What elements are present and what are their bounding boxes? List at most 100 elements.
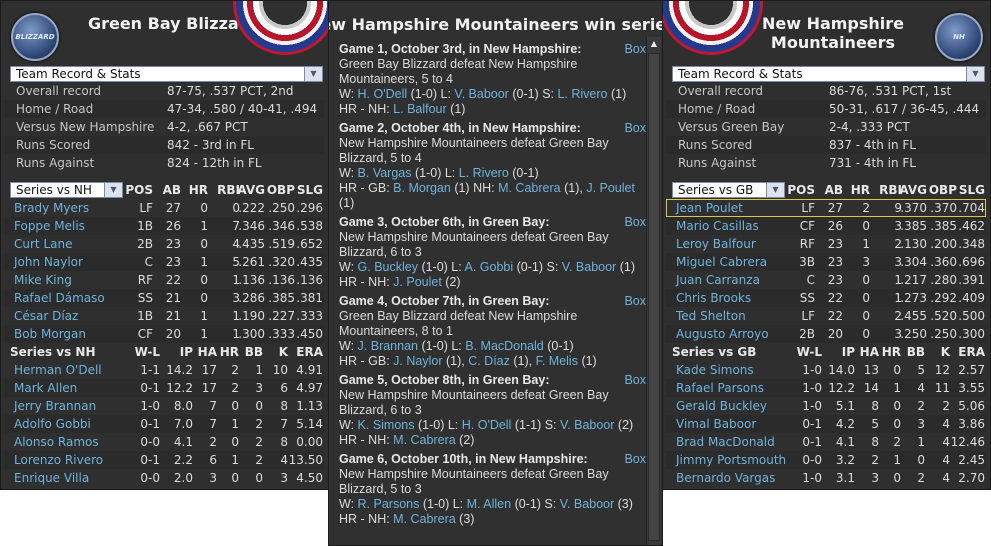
player-name-link[interactable]: John Naylor	[14, 255, 83, 269]
column-header[interactable]: OBP	[928, 183, 957, 197]
player-link[interactable]: M. Cabrera	[393, 512, 456, 526]
pitcher-row[interactable]: Jerry Brannan 1-0 8.0 7 0 0 8 1.13	[4, 397, 324, 415]
pitcher-row[interactable]: Jimmy Portsmouth 0-0 3.2 2 1 0 4 2.45	[666, 451, 986, 469]
column-header[interactable]: BB	[906, 345, 925, 359]
batter-row[interactable]: Bob Morgan CF 20 1 1.300.333.450	[4, 325, 324, 343]
chevron-down-icon[interactable]: ▼	[766, 183, 784, 197]
chevron-down-icon[interactable]: ▼	[104, 183, 122, 197]
column-header[interactable]: IP	[179, 345, 193, 359]
player-link[interactable]: L. Rivero	[557, 87, 608, 101]
player-link[interactable]: M. Cabrera	[498, 181, 561, 195]
player-link[interactable]: C. Díaz	[468, 354, 510, 368]
chevron-down-icon[interactable]: ▼	[304, 67, 322, 81]
column-header[interactable]: AB	[162, 183, 181, 197]
player-link[interactable]: V. Baboor	[561, 260, 617, 274]
player-name-link[interactable]: Ted Shelton	[676, 309, 746, 323]
player-name-link[interactable]: Alonso Ramos	[14, 435, 99, 449]
pitcher-row[interactable]: Mark Allen 0-1 12.2 17 2 3 6 4.97	[4, 379, 324, 397]
column-header[interactable]: ERA	[958, 345, 985, 359]
player-name-link[interactable]: Curt Lane	[14, 237, 73, 251]
player-link[interactable]: F. Melis	[535, 354, 578, 368]
scrollbar[interactable]: ▲	[646, 37, 661, 545]
player-name-link[interactable]: César Díaz	[14, 309, 79, 323]
player-name-link[interactable]: Rafael Dámaso	[14, 291, 105, 305]
batter-row[interactable]: Brady Myers LF 27 0 0.222.250.296	[4, 199, 324, 217]
batter-row[interactable]: Foppe Melis 1B 26 1 7.346.346.538	[4, 217, 324, 235]
column-header[interactable]: SLG	[296, 183, 323, 197]
column-header[interactable]: OBP	[266, 183, 295, 197]
column-header[interactable]: RBI	[217, 183, 240, 197]
player-name-link[interactable]: Bernardo Vargas	[676, 471, 776, 485]
player-link[interactable]: M. Allen	[466, 497, 512, 511]
player-name-link[interactable]: Mark Allen	[14, 381, 78, 395]
player-name-link[interactable]: Brad MacDonald	[676, 435, 775, 449]
box-score-link[interactable]: Box	[624, 373, 646, 387]
pitcher-row[interactable]: Brad MacDonald 0-1 4.1 8 2 1 4 12.46	[666, 433, 986, 451]
column-header[interactable]: BB	[244, 345, 263, 359]
batting-split-dropdown[interactable]: Series vs NH ▼	[10, 182, 123, 198]
scroll-up-arrow-icon[interactable]: ▲	[650, 39, 658, 48]
batter-row[interactable]: Jean Poulet LF 27 2 9.370.370.704	[666, 199, 986, 217]
box-score-link[interactable]: Box	[624, 121, 646, 135]
player-link[interactable]: G. Buckley	[357, 260, 418, 274]
team-stats-dropdown[interactable]: Team Record & Stats ▼	[10, 66, 323, 82]
player-name-link[interactable]: Gerald Buckley	[676, 399, 767, 413]
player-link[interactable]: B. Vargas	[357, 166, 412, 180]
pitcher-row[interactable]: Lorenzo Rivero 0-1 2.2 6 1 2 4 13.50	[4, 451, 324, 469]
player-name-link[interactable]: Jerry Brannan	[14, 399, 97, 413]
pitcher-row[interactable]: Gerald Buckley 1-0 5.1 8 0 2 2 5.06	[666, 397, 986, 415]
batter-row[interactable]: Mike King RF 22 0 1.136.136.136	[4, 271, 324, 289]
column-header[interactable]: W-L	[796, 345, 822, 359]
column-header[interactable]: HR	[188, 183, 208, 197]
player-name-link[interactable]: Juan Carranza	[676, 273, 760, 287]
column-header[interactable]: RBI	[879, 183, 902, 197]
player-link[interactable]: J. Naylor	[393, 354, 443, 368]
player-link[interactable]: J. Poulet	[393, 275, 442, 289]
pitcher-row[interactable]: Alonso Ramos 0-0 4.1 2 0 2 8 0.00	[4, 433, 324, 451]
player-name-link[interactable]: Chris Brooks	[676, 291, 752, 305]
team-stats-dropdown[interactable]: Team Record & Stats ▼	[672, 66, 985, 82]
batter-row[interactable]: Miguel Cabrera 3B 23 3 3.304.360.696	[666, 253, 986, 271]
player-name-link[interactable]: Vimal Baboor	[676, 417, 757, 431]
batter-row[interactable]: Rafael Dámaso SS 21 0 3.286.385.381	[4, 289, 324, 307]
player-name-link[interactable]: Adolfo Gobbi	[14, 417, 91, 431]
pitcher-row[interactable]: Bernardo Vargas 1-0 3.1 3 0 2 4 2.70	[666, 469, 986, 487]
pitcher-row[interactable]: Rafael Parsons 1-0 12.2 14 1 4 11 3.55	[666, 379, 986, 397]
player-name-link[interactable]: Bob Morgan	[14, 327, 86, 341]
player-name-link[interactable]: Brady Myers	[14, 201, 90, 215]
player-link[interactable]: H. O'Dell	[461, 418, 512, 432]
batter-row[interactable]: Mario Casillas CF 26 0 3.385.385.462	[666, 217, 986, 235]
column-header[interactable]: AVG	[899, 183, 927, 197]
player-name-link[interactable]: Jean Poulet	[676, 201, 743, 215]
pitcher-row[interactable]: Kade Simons 1-0 14.0 13 0 5 12 2.57	[666, 361, 986, 379]
player-name-link[interactable]: Mario Casillas	[676, 219, 759, 233]
column-header[interactable]: AVG	[237, 183, 265, 197]
batter-row[interactable]: John Naylor C 23 1 5.261.320.435	[4, 253, 324, 271]
player-link[interactable]: L. Balfour	[393, 102, 447, 116]
player-link[interactable]: J. Brannan	[357, 339, 418, 353]
batter-row[interactable]: Juan Carranza C 23 0 1.217.280.391	[666, 271, 986, 289]
player-link[interactable]: L. Rivero	[458, 166, 509, 180]
player-link[interactable]: V. Baboor	[559, 497, 615, 511]
player-link[interactable]: J. Poulet	[586, 181, 635, 195]
batter-row[interactable]: Augusto Arroyo 2B 20 0 3.250.250.300	[666, 325, 986, 343]
player-name-link[interactable]: Rafael Parsons	[676, 381, 764, 395]
column-header[interactable]: K	[278, 345, 288, 359]
player-name-link[interactable]: Lorenzo Rivero	[14, 453, 104, 467]
batting-split-dropdown[interactable]: Series vs GB ▼	[672, 182, 785, 198]
player-link[interactable]: V. Baboor	[560, 418, 615, 432]
column-header[interactable]: POS	[787, 183, 815, 197]
player-link[interactable]: B. Morgan	[393, 181, 451, 195]
batter-row[interactable]: Curt Lane 2B 23 0 4.435.519.652	[4, 235, 324, 253]
player-link[interactable]: V. Baboor	[454, 87, 509, 101]
box-score-link[interactable]: Box	[624, 294, 646, 308]
column-header[interactable]: HA	[197, 345, 217, 359]
batter-row[interactable]: César Díaz 1B 21 1 1.190.227.333	[4, 307, 324, 325]
column-header[interactable]: K	[940, 345, 950, 359]
column-header[interactable]: AB	[824, 183, 843, 197]
player-link[interactable]: B. MacDonald	[465, 339, 544, 353]
player-link[interactable]: M. Cabrera	[393, 433, 456, 447]
batter-row[interactable]: Chris Brooks SS 22 0 1.273.292.409	[666, 289, 986, 307]
player-link[interactable]: A. Gobbi	[464, 260, 514, 274]
box-score-link[interactable]: Box	[624, 215, 646, 229]
